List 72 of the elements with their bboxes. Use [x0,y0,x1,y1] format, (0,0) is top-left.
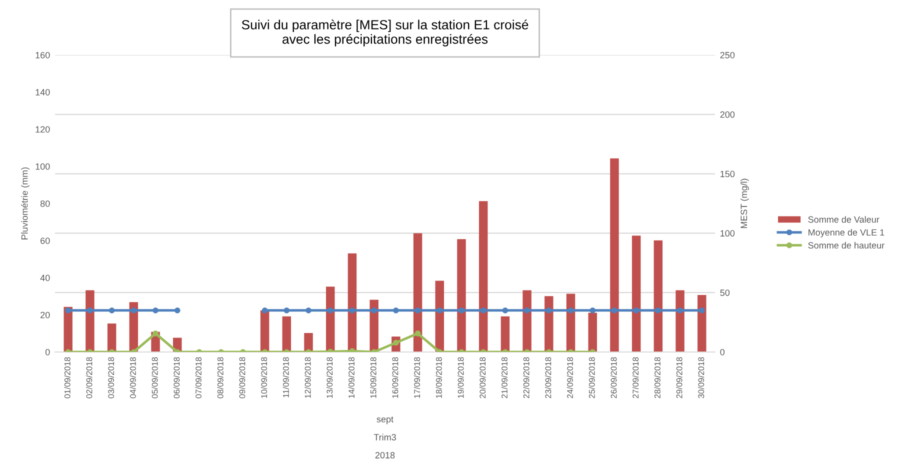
y2-axis-title: MEST (mg/l) [740,178,749,228]
bar [86,290,94,352]
bar [676,290,684,352]
bar [522,290,532,352]
chart-title: Suivi du paramètre [MES] sur la station E1 croisé avec les précipitations enregistrées [242,20,528,46]
bar [654,240,663,352]
x-tick-label: 11/09/2018 [282,357,289,398]
bar [260,310,270,352]
x-tick-label: 20/09/2018 [479,357,486,398]
bar [282,316,292,352]
bar [478,201,488,352]
x-tick-label: 13/09/2018 [326,357,333,398]
text: Trim3 [374,434,396,440]
x-tick-label: 10/09/2018 [260,357,268,398]
y-tick-label: 20 [40,312,50,318]
legend-label: Somme de hauteur [808,242,884,249]
y-tick-label: 140 [36,89,50,96]
y2-tick-label: 100 [720,230,735,237]
bar [632,236,641,352]
bar [348,253,357,352]
x-tick-label: 08/09/2018 [217,357,224,398]
x-tick-label: 23/09/2018 [545,357,552,398]
x-tick-label: 01/09/2018 [64,357,70,398]
x-tick-label: 03/09/2018 [108,357,114,398]
x-tick-label: 29/09/2018 [676,357,682,398]
bar [610,158,619,352]
text: sept [376,416,394,424]
bar [588,312,597,352]
y-tick-label: 160 [36,52,50,58]
y2-tick-label: 50 [720,290,730,296]
y2-tick-label: 0 [720,348,725,356]
x-tick-label: 09/09/2018 [239,357,246,398]
x-tick-label: 27/09/2018 [632,357,639,398]
x-tick-label: 18/09/2018 [436,357,442,398]
bar [107,323,116,352]
x-tick-label: 04/09/2018 [130,357,136,398]
y-tick-label: 100 [36,163,50,170]
y-tick-label: 120 [36,126,50,133]
bar [698,294,706,352]
x-tick-label: 16/09/2018 [392,357,398,398]
legend-label: Moyenne de VLE 1 [808,228,884,238]
x-tick-label: 30/09/2018 [698,357,704,398]
y-axis-title: Pluviométrie (mm) [21,167,30,240]
x-tick-label: 24/09/2018 [566,357,573,398]
text: 2018 [375,452,395,458]
bar [500,316,510,352]
x-tick-label: 25/09/2018 [588,357,595,398]
x-tick-label: 02/09/2018 [86,357,92,398]
x-tick-label: 12/09/2018 [304,357,311,398]
x-tick-label: 28/09/2018 [654,357,660,398]
x-tick-label: 19/09/2018 [458,357,464,398]
x-tick-label: 21/09/2018 [501,357,508,398]
bar [435,280,444,352]
x-tick-label: 06/09/2018 [174,357,180,398]
legend-label: Somme de Valeur [808,216,880,223]
y-tick-label: 40 [40,274,50,282]
bar [413,233,422,352]
x-tick-label: 05/09/2018 [152,357,158,398]
y2-tick-label: 200 [720,111,735,118]
x-tick-label: 17/09/2018 [414,357,420,398]
x-tick-label: 22/09/2018 [523,357,530,398]
bar [326,286,335,352]
y2-tick-label: 250 [720,52,735,58]
bar [457,239,466,352]
x-tick-label: 15/09/2018 [370,357,376,398]
x-tick-label: 07/09/2018 [195,357,202,398]
x-tick-label: 14/09/2018 [348,357,354,398]
y-tick-label: 0 [45,348,50,356]
y-tick-label: 60 [40,238,50,244]
y-tick-label: 80 [40,200,50,207]
x-tick-label: 26/09/2018 [610,357,617,398]
y2-tick-label: 150 [720,170,735,178]
